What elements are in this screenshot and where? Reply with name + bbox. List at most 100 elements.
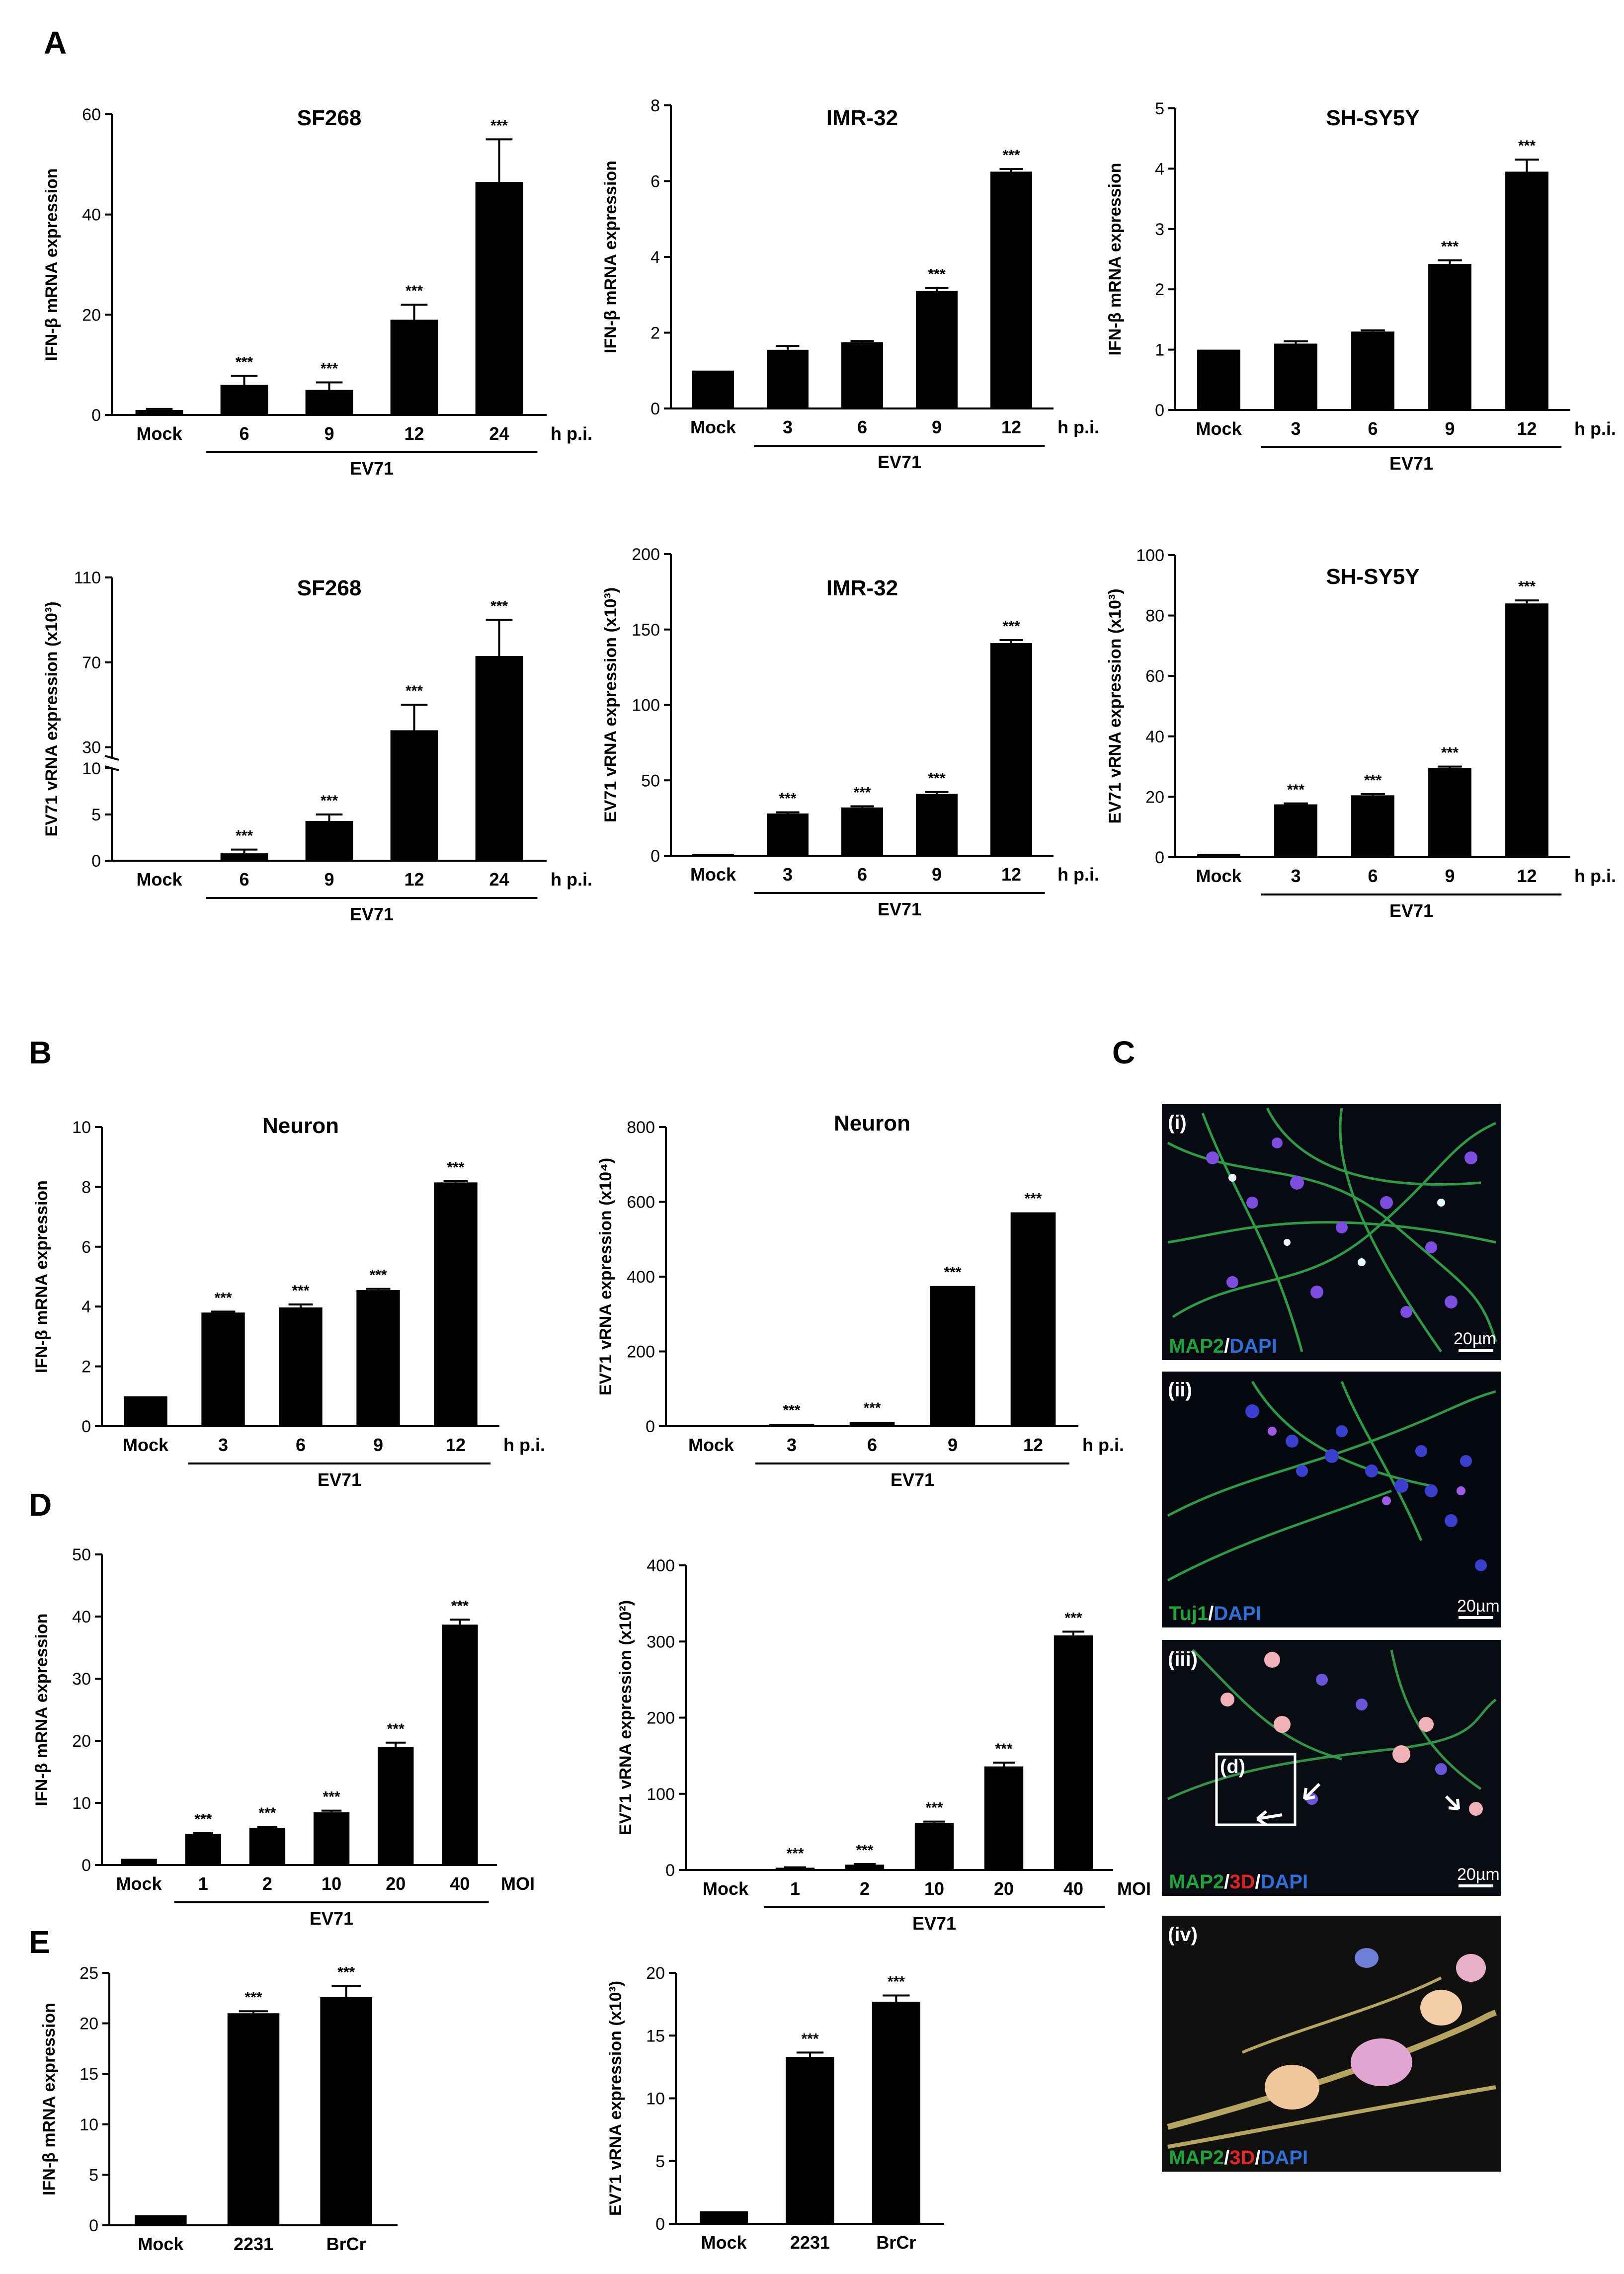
category-label: 1 — [790, 1878, 800, 1899]
bar-mock — [135, 2215, 187, 2225]
chart-a4: SF268 0 5 10 30 70 110 EV71 vRNA expression (x1… — [42, 568, 592, 924]
significance-label: *** — [490, 598, 508, 614]
chart-title: Neuron — [262, 1114, 339, 1138]
bar-mock — [124, 1396, 167, 1426]
y-tick-label: 0 — [646, 1417, 655, 1436]
x-unit-label: h p.i. — [503, 1435, 545, 1455]
y-axis-label: EV71 vRNA expression (x10⁴) — [596, 1158, 615, 1396]
nuclei-ii — [1245, 1404, 1487, 1571]
significance-label: *** — [1518, 578, 1536, 595]
bar-3 — [769, 1424, 814, 1426]
category-label: Mock — [136, 869, 182, 890]
y-tick-label: 0 — [91, 852, 101, 871]
bar-6 — [220, 385, 268, 415]
neurite-network-i — [1167, 1107, 1497, 1353]
y-tick-label: 0 — [650, 847, 660, 866]
arrow-icon — [1303, 1783, 1321, 1800]
bar-3 — [1274, 804, 1317, 857]
bar-1 — [775, 1868, 815, 1870]
bar-6 — [1351, 795, 1394, 857]
bar-6 — [220, 853, 268, 861]
y-tick-label: 0 — [81, 1417, 91, 1436]
x-unit-label: h p.i. — [1057, 417, 1099, 437]
y-tick-label: 100 — [1136, 546, 1164, 565]
y-tick-label: 10 — [80, 2115, 98, 2134]
y-tick-label: 40 — [1145, 728, 1164, 746]
y-tick-label: 10 — [72, 1118, 91, 1137]
bar-12 — [1010, 1212, 1056, 1426]
category-label: 12 — [404, 869, 424, 890]
micrograph-iii: (d) (iii) MAP2/3D/DAPI 20µm — [1162, 1640, 1501, 1896]
significance-label: *** — [928, 266, 945, 283]
category-label: Mock — [1196, 866, 1242, 886]
significance-label: *** — [1441, 745, 1459, 761]
category-label: 3 — [1291, 866, 1300, 886]
x-unit-label: h p.i. — [1574, 866, 1616, 886]
significance-label: *** — [888, 1973, 905, 1990]
bar-12 — [390, 320, 438, 415]
significance-label: *** — [194, 1811, 212, 1828]
y-tick-label: 0 — [1155, 401, 1164, 420]
bar-6 — [841, 342, 883, 408]
y-tick-label: 40 — [72, 1608, 91, 1626]
bar-20 — [378, 1747, 414, 1865]
significance-label: *** — [995, 1741, 1012, 1757]
y-axis-label: IFN-β mRNA expression — [42, 168, 61, 361]
category-label: 24 — [489, 869, 509, 890]
category-label: 6 — [296, 1435, 306, 1455]
scale-bar-i — [1459, 1349, 1493, 1352]
x-unit-label: MOI — [501, 1873, 535, 1894]
significance-label: *** — [779, 791, 796, 807]
group-label: EV71 — [878, 452, 921, 472]
group-label: EV71 — [318, 1469, 361, 1490]
bar-10 — [313, 1812, 350, 1865]
significance-label: *** — [337, 1964, 355, 1980]
group-label: EV71 — [350, 904, 394, 924]
y-axis-label: EV71 vRNA expression (x10²) — [616, 1600, 635, 1835]
chart-a6: SH-SY5Y 0 20 40 60 80 100 EV71 vRNA expression … — [1106, 546, 1616, 921]
y-tick-label: 110 — [74, 568, 101, 587]
bar-3 — [767, 349, 809, 408]
y-tick-label: 40 — [82, 206, 101, 225]
bar-9 — [916, 794, 958, 856]
category-label: 3 — [787, 1435, 797, 1455]
significance-label: *** — [236, 354, 253, 370]
bar-9 — [305, 821, 353, 861]
category-label: 3 — [783, 864, 793, 885]
significance-label: *** — [856, 1842, 873, 1859]
chart-title: SF268 — [297, 576, 362, 600]
y-tick-label: 0 — [1155, 848, 1164, 867]
group-label: EV71 — [350, 458, 394, 479]
category-label: 20 — [994, 1878, 1014, 1899]
significance-label: *** — [863, 1400, 881, 1416]
y-tick-label: 15 — [80, 2065, 98, 2084]
y-tick-label: 10 — [82, 759, 101, 778]
arrow-icon — [1445, 1795, 1460, 1810]
y-tick-label: 60 — [1145, 667, 1164, 686]
significance-label: *** — [801, 2030, 818, 2047]
significance-label: *** — [925, 1800, 943, 1816]
bar-mock — [1197, 349, 1240, 410]
stain-label-ii: Tuj1/DAPI — [1169, 1603, 1261, 1624]
significance-label: *** — [853, 784, 871, 801]
bar-2231 — [786, 2057, 834, 2224]
y-tick-label: 10 — [646, 2090, 665, 2109]
y-tick-label: 800 — [627, 1118, 655, 1137]
scale-bar-label-iii: 20µm — [1457, 1865, 1500, 1884]
y-tick-label: 0 — [81, 1856, 91, 1875]
infected-neurons-iv — [1265, 1948, 1486, 2110]
x-unit-label: h p.i. — [1057, 864, 1099, 885]
y-tick-label: 400 — [627, 1268, 655, 1287]
bar-brcr — [872, 2002, 920, 2224]
significance-label: *** — [244, 1989, 262, 2006]
stain-label-i: MAP2/DAPI — [1169, 1335, 1277, 1357]
category-label: 3 — [783, 417, 793, 437]
significance-label: *** — [447, 1159, 464, 1176]
y-tick-label: 2 — [1155, 280, 1164, 299]
category-label: 9 — [948, 1435, 958, 1455]
panel-letter-d: D — [29, 1487, 52, 1523]
y-tick-label: 6 — [81, 1238, 91, 1257]
significance-label: *** — [944, 1264, 961, 1281]
bar-9 — [1428, 264, 1471, 410]
